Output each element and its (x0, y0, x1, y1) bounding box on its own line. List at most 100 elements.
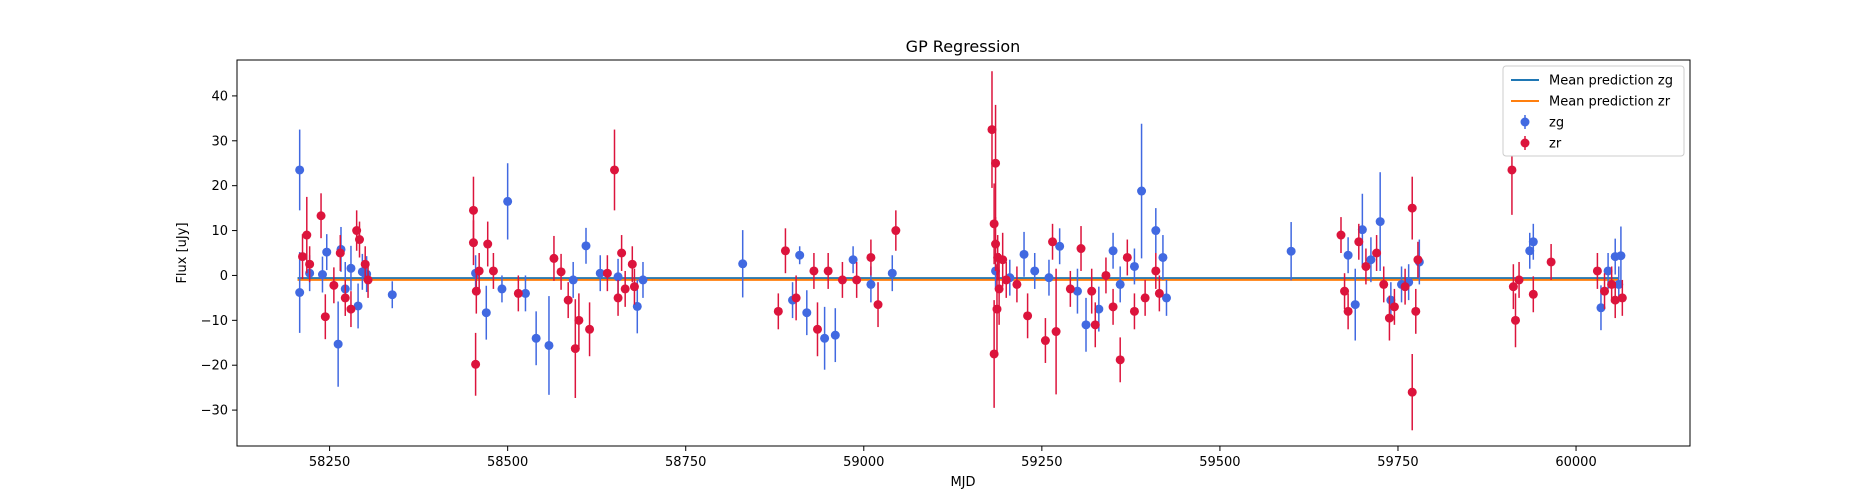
data-point (1407, 387, 1417, 397)
data-point (468, 205, 478, 215)
data-point (1600, 286, 1610, 296)
data-point (1514, 275, 1524, 285)
data-point (298, 252, 308, 262)
data-point (1072, 286, 1082, 296)
data-point (1122, 252, 1132, 262)
data-point (617, 248, 627, 258)
data-point (305, 259, 315, 269)
data-point (1343, 250, 1353, 260)
series-zr (298, 71, 1627, 431)
data-point (1546, 257, 1556, 267)
data-point (355, 235, 365, 245)
data-point (830, 330, 840, 340)
series-zg (295, 123, 1626, 395)
plot-area (295, 71, 1627, 431)
data-point (317, 270, 327, 280)
data-point (1055, 241, 1065, 251)
data-point (802, 308, 812, 318)
data-point (513, 288, 523, 298)
data-point (989, 219, 999, 229)
data-point (1592, 266, 1602, 276)
y-tick-label: 10 (211, 224, 228, 239)
y-tick-label: −30 (201, 404, 228, 419)
y-axis: −30 −20 −10 0 10 20 30 40 (201, 89, 237, 419)
data-point (468, 238, 478, 248)
data-point (1137, 186, 1147, 196)
data-point (1115, 355, 1125, 365)
data-point (503, 196, 513, 206)
data-point (1051, 327, 1061, 337)
data-point (1151, 226, 1161, 236)
y-tick-label: −10 (201, 314, 228, 329)
data-point (483, 239, 493, 249)
data-point (387, 290, 397, 300)
data-point (333, 339, 343, 349)
data-point (1361, 261, 1371, 271)
data-point (346, 263, 356, 273)
data-point (1607, 279, 1617, 289)
data-point (992, 304, 1002, 314)
data-point (1158, 252, 1168, 262)
data-point (638, 275, 648, 285)
x-tick-label: 58500 (487, 455, 528, 470)
data-point (1525, 246, 1535, 256)
data-point (488, 266, 498, 276)
legend: Mean prediction zg Mean prediction zr zg zr (1502, 65, 1685, 157)
data-point (574, 315, 584, 325)
data-point (570, 344, 580, 354)
data-point (340, 293, 350, 303)
data-point (1508, 282, 1518, 292)
data-point (837, 275, 847, 285)
data-point (1596, 303, 1606, 313)
data-point (1140, 293, 1150, 303)
data-point (873, 300, 883, 310)
data-point (1129, 261, 1139, 271)
data-point (1001, 275, 1011, 285)
x-tick-label: 59250 (1021, 455, 1062, 470)
data-point (609, 165, 619, 175)
data-point (613, 272, 623, 282)
data-point (1094, 304, 1104, 314)
data-point (1081, 320, 1091, 330)
plot-frame (236, 59, 1691, 447)
data-point (791, 293, 801, 303)
data-point (1386, 295, 1396, 305)
data-point (795, 250, 805, 260)
data-point (823, 266, 833, 276)
data-point (987, 125, 997, 135)
data-point (1528, 289, 1538, 299)
y-tick-label: 40 (211, 89, 228, 104)
data-point (1617, 293, 1627, 303)
data-point (852, 275, 862, 285)
data-point (363, 275, 373, 285)
data-point (1151, 266, 1161, 276)
data-point (1012, 279, 1022, 289)
data-point (1023, 311, 1033, 321)
data-point (1040, 336, 1050, 346)
data-point (585, 324, 595, 334)
data-point (1336, 230, 1346, 240)
data-point (549, 253, 559, 263)
data-point (497, 284, 507, 294)
data-point (809, 266, 819, 276)
data-point (991, 239, 1001, 249)
data-point (595, 268, 605, 278)
data-point (1354, 237, 1364, 247)
data-point (1372, 248, 1382, 258)
data-point (1610, 295, 1620, 305)
data-point (773, 306, 783, 316)
data-point (544, 340, 554, 350)
data-point (346, 304, 356, 314)
legend-label: zg (1549, 116, 1564, 131)
data-point (1411, 306, 1421, 316)
data-point (994, 284, 1004, 294)
data-point (1400, 282, 1410, 292)
x-tick-label: 58750 (665, 455, 706, 470)
x-tick-label: 59000 (843, 455, 884, 470)
data-point (891, 226, 901, 236)
legend-swatch (1520, 138, 1530, 148)
data-point (1357, 225, 1367, 235)
data-point (531, 333, 541, 343)
data-point (1044, 273, 1054, 283)
